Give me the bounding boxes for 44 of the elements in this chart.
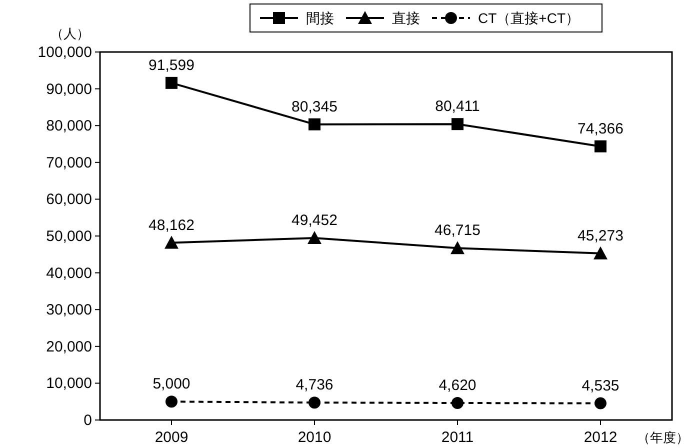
data-label: 5,000 — [152, 376, 190, 393]
x-axis-title: （年度） — [637, 430, 689, 445]
y-tick-label: 10,000 — [46, 375, 92, 392]
legend-label: CT（直接+CT） — [478, 10, 580, 26]
x-tick-label: 2009 — [154, 429, 188, 446]
point — [594, 397, 606, 410]
point — [450, 241, 464, 254]
point — [166, 76, 178, 89]
x-tick-label: 2012 — [584, 429, 618, 446]
point — [308, 231, 322, 244]
point — [594, 140, 606, 152]
data-label: 46,715 — [434, 222, 480, 240]
y-tick-label: 30,000 — [46, 302, 92, 319]
y-axis-title: （人） — [50, 26, 90, 41]
data-label: 4,736 — [296, 376, 334, 394]
data-label: 74,366 — [578, 120, 624, 138]
y-tick-label: 80,000 — [46, 118, 92, 135]
point — [164, 236, 178, 249]
y-tick-label: 20,000 — [46, 338, 92, 356]
data-label: 48,162 — [148, 216, 194, 234]
y-tick-label: 100,000 — [38, 44, 92, 61]
legend-label: 直接 — [392, 10, 420, 26]
y-tick-label: 90,000 — [46, 80, 92, 98]
point — [308, 396, 320, 409]
x-tick-label: 2010 — [298, 429, 332, 446]
data-label: 4,620 — [438, 377, 476, 394]
point — [452, 118, 464, 130]
data-label: 49,452 — [292, 212, 338, 230]
point — [594, 246, 608, 260]
data-label: 91,599 — [148, 56, 194, 74]
y-tick-label: 50,000 — [46, 228, 92, 245]
data-label: 4,535 — [582, 377, 620, 394]
point — [452, 397, 464, 409]
y-tick-label: 40,000 — [46, 264, 92, 282]
data-label: 80,345 — [292, 98, 338, 116]
data-label: 80,411 — [435, 98, 480, 116]
y-tick-label: 70,000 — [46, 154, 92, 172]
y-tick-label: 0 — [84, 412, 92, 429]
point — [166, 396, 178, 408]
x-tick-label: 2011 — [441, 429, 474, 446]
y-tick-label: 60,000 — [46, 191, 92, 208]
data-label: 45,273 — [578, 227, 624, 244]
point — [308, 118, 320, 130]
legend-label: 間接 — [306, 10, 334, 26]
